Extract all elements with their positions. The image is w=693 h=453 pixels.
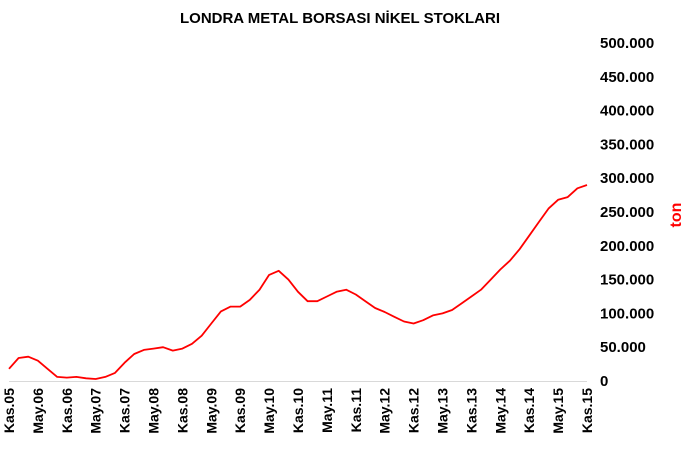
x-tick-label: May.14: [492, 388, 508, 434]
x-tick-label: May.11: [319, 388, 335, 433]
y-tick-label: 400.000: [600, 103, 654, 120]
y-tick-label: 300.000: [600, 170, 654, 187]
y-tick-label: 100.000: [600, 305, 654, 322]
x-tick-label: Kas.10: [290, 388, 306, 433]
y-axis: 0 50.000 100.000 150.000 200.000 250.000 300.0…: [600, 35, 654, 390]
x-tick-label: Kas.13: [463, 388, 479, 433]
y-tick-label: 350.000: [600, 136, 654, 153]
x-tick-label: May.10: [261, 388, 277, 434]
y-tick-label: 50.000: [600, 339, 646, 356]
x-tick-label: Kas.07: [117, 388, 133, 433]
y-tick-label: 200.000: [600, 238, 654, 255]
x-tick-label: Kas.08: [174, 388, 190, 433]
y-tick-label: 0: [600, 373, 608, 390]
y-tick-label: 250.000: [600, 204, 654, 221]
y-tick-label: 150.000: [600, 272, 654, 289]
x-tick-label: Kas.15: [579, 388, 595, 433]
x-tick-label: May.12: [377, 388, 393, 434]
x-tick-label: May.13: [435, 388, 451, 434]
y-tick-label: 450.000: [600, 69, 654, 86]
x-tick-label: May.06: [30, 388, 46, 434]
x-tick-label: Kas.09: [232, 388, 248, 433]
x-tick-label: May.08: [146, 388, 162, 434]
chart-title: LONDRA METAL BORSASI NİKEL STOKLARI: [180, 10, 500, 27]
x-tick-label: Kas.05: [1, 388, 17, 433]
x-tick-label: Kas.12: [406, 388, 422, 433]
series-line: [8, 184, 588, 380]
x-axis: Kas.05 May.06 Kas.06 May.07 Kas.07 May.08 Kas.…: [1, 388, 595, 434]
x-tick-label: May.07: [88, 388, 104, 434]
x-tick-label: May.15: [550, 388, 566, 434]
x-tick-label: Kas.14: [521, 388, 537, 433]
y-axis-label: ton: [668, 203, 685, 228]
x-tick-label: Kas.06: [59, 388, 75, 433]
plot-area: [8, 184, 588, 382]
x-tick-label: Kas.11: [348, 388, 364, 433]
x-tick-label: May.09: [203, 388, 219, 434]
y-tick-label: 500.000: [600, 35, 654, 52]
